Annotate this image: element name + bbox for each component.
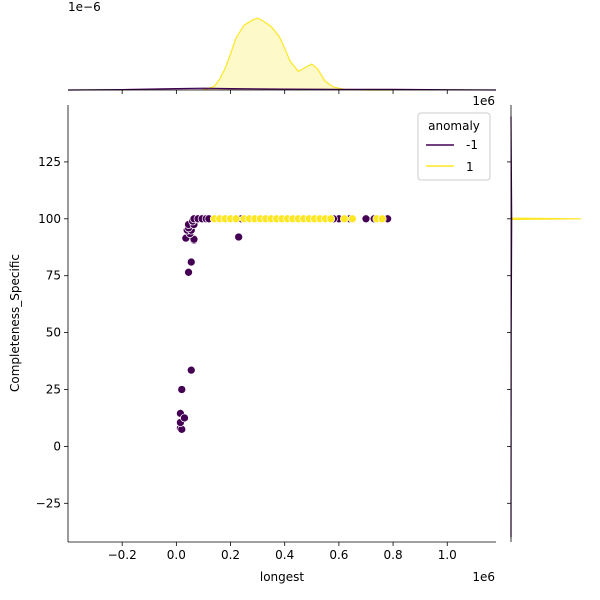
top-marginal-ticks xyxy=(121,90,448,94)
top-marginal-offset-label: 1e−6 xyxy=(68,0,101,14)
legend-title: anomaly xyxy=(428,119,480,133)
point-anomaly-neg1 xyxy=(180,413,189,423)
x-offset-label: 1e6 xyxy=(472,570,495,584)
y-tick-label: 125 xyxy=(38,155,61,169)
point-anomaly-1 xyxy=(326,214,336,224)
x-tick-label: −0.2 xyxy=(108,548,137,562)
x-tick-label: 0.8 xyxy=(384,548,403,562)
point-anomaly-1 xyxy=(348,214,357,224)
x-tick-label: 1.0 xyxy=(438,548,457,562)
point-anomaly-neg1 xyxy=(177,385,187,394)
y-offset-label: 1e6 xyxy=(472,94,495,108)
right-marginal-kde xyxy=(510,116,582,538)
y-axis-label: Completeness_Specific xyxy=(8,254,22,392)
y-tick-label: 25 xyxy=(46,383,61,397)
point-anomaly-1 xyxy=(231,214,241,224)
legend-label-neg1: -1 xyxy=(466,138,478,152)
top-kde-line-neg1 xyxy=(67,87,497,91)
x-tick-label: 0.2 xyxy=(221,548,240,562)
legend: anomaly -1 1 xyxy=(417,112,491,181)
x-tick-label: 0.4 xyxy=(275,548,294,562)
y-tick-label: 0 xyxy=(53,439,61,453)
right-marginal-ticks xyxy=(507,161,511,504)
top-marginal-kde xyxy=(67,17,497,91)
scatter-plot-area: −0.2 0.0 0.2 0.4 0.6 0.8 1.0 −25 0 25 50 75 100 125 xyxy=(36,105,496,562)
x-axis-label: longest xyxy=(260,570,305,584)
y-tick-label: −25 xyxy=(36,496,61,510)
top-kde-line-1 xyxy=(203,17,394,91)
x-axis-ticks: −0.2 0.0 0.2 0.4 0.6 0.8 1.0 xyxy=(108,542,457,562)
point-anomaly-neg1 xyxy=(361,214,371,224)
top-kde-fill-1 xyxy=(203,18,394,90)
y-tick-label: 50 xyxy=(46,326,61,340)
y-tick-label: 100 xyxy=(38,212,61,226)
scatter-points xyxy=(176,214,392,434)
y-tick-label: 75 xyxy=(46,269,61,283)
x-tick-label: 0.0 xyxy=(167,548,186,562)
point-anomaly-1 xyxy=(377,214,387,224)
legend-box xyxy=(417,112,491,181)
legend-label-1: 1 xyxy=(466,160,474,174)
point-anomaly-neg1 xyxy=(186,365,196,375)
right-kde-line-1 xyxy=(510,217,582,221)
x-tick-label: 0.6 xyxy=(329,548,348,562)
y-axis-ticks: −25 0 25 50 75 100 125 xyxy=(36,155,68,510)
point-anomaly-neg1 xyxy=(186,257,196,267)
point-anomaly-neg1 xyxy=(184,267,193,277)
point-anomaly-neg1 xyxy=(234,232,244,242)
point-anomaly-1 xyxy=(339,214,349,224)
